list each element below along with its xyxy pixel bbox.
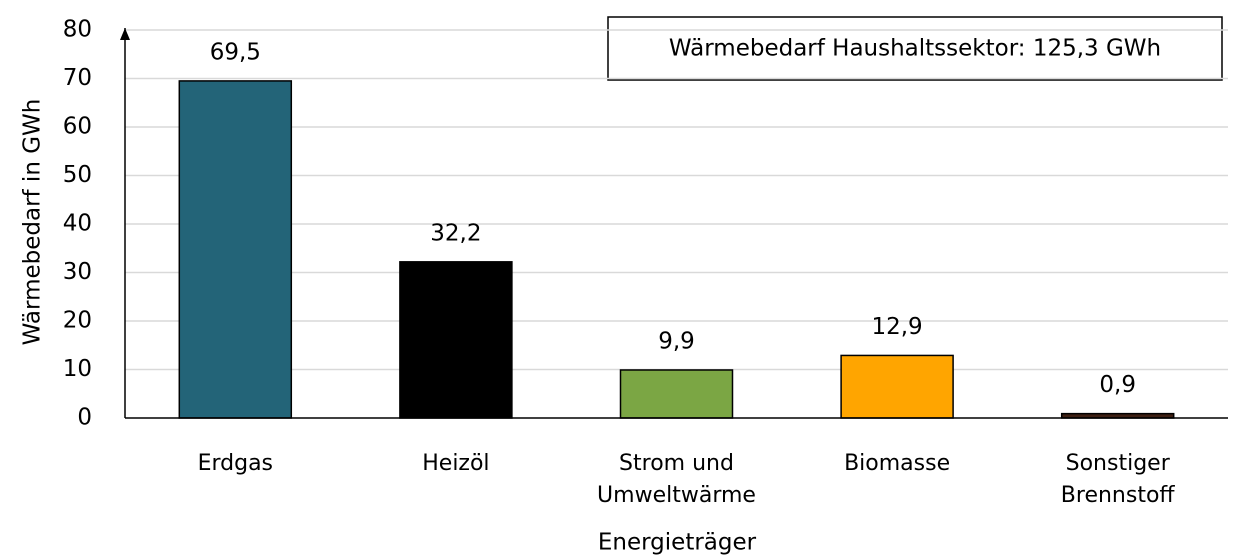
y-tick-label: 30 xyxy=(63,259,92,285)
value-label: 32,2 xyxy=(430,220,481,246)
value-label: 12,9 xyxy=(871,314,922,340)
y-tick-label: 20 xyxy=(63,308,92,334)
value-label: 9,9 xyxy=(658,328,695,354)
x-tick-label: Sonstiger Brennstoff xyxy=(1060,451,1175,508)
y-tick-label: 60 xyxy=(63,114,92,140)
chart-title: Wärmebedarf Haushaltssektor: 125,3 GWh xyxy=(669,36,1161,62)
y-tick-label: 70 xyxy=(63,65,92,91)
x-tick-label: Strom und Umweltwärme xyxy=(597,451,756,508)
x-tick-label: Heizöl xyxy=(422,451,490,476)
x-tick-label: Biomasse xyxy=(844,451,951,476)
bar xyxy=(178,80,293,419)
bar xyxy=(399,261,513,419)
y-axis-arrow xyxy=(120,28,130,40)
y-tick-label: 40 xyxy=(63,211,92,237)
value-label: 0,9 xyxy=(1099,372,1136,398)
annotation-box xyxy=(607,16,1223,81)
y-tick-label: 10 xyxy=(63,356,92,382)
x-tick-label: Erdgas xyxy=(197,451,274,476)
y-tick-label: 50 xyxy=(63,162,92,188)
value-label: 69,5 xyxy=(210,39,261,65)
bar xyxy=(840,354,954,419)
y-axis-label: Wärmebedarf in GWh xyxy=(20,99,46,346)
y-tick-label: 0 xyxy=(77,405,92,431)
bar xyxy=(619,369,734,419)
x-axis-label: Energieträger xyxy=(598,530,757,556)
y-tick-label: 80 xyxy=(63,17,92,43)
